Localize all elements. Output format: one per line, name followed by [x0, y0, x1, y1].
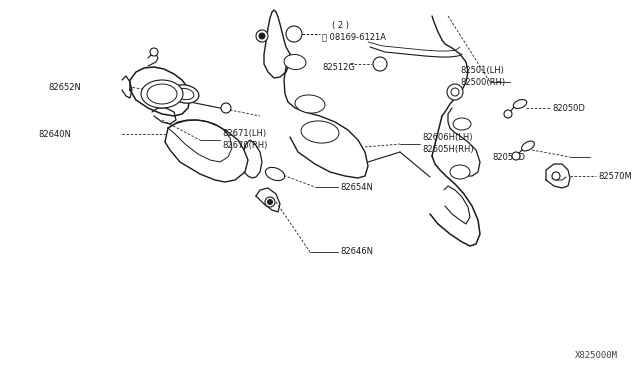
- Circle shape: [150, 48, 158, 56]
- Circle shape: [504, 110, 512, 118]
- Circle shape: [447, 84, 463, 100]
- Ellipse shape: [171, 85, 199, 103]
- Text: 82512G: 82512G: [322, 62, 355, 71]
- Ellipse shape: [176, 89, 194, 100]
- Circle shape: [451, 88, 459, 96]
- Text: 82053D: 82053D: [492, 153, 525, 161]
- Text: 82654N: 82654N: [340, 183, 373, 192]
- Circle shape: [259, 33, 265, 39]
- Circle shape: [221, 103, 231, 113]
- Ellipse shape: [513, 100, 527, 109]
- Circle shape: [256, 30, 268, 42]
- Text: 82606H(LH): 82606H(LH): [422, 132, 472, 141]
- Ellipse shape: [301, 121, 339, 143]
- Text: 82670(RH): 82670(RH): [222, 141, 268, 150]
- Text: Ⓑ 08169-6121A: Ⓑ 08169-6121A: [322, 32, 386, 42]
- Circle shape: [512, 152, 520, 160]
- Text: B: B: [291, 31, 296, 37]
- Text: 82605H(RH): 82605H(RH): [422, 144, 474, 154]
- Text: 82501(LH): 82501(LH): [460, 65, 504, 74]
- Text: X825000M: X825000M: [575, 351, 618, 360]
- Circle shape: [552, 172, 560, 180]
- Ellipse shape: [522, 141, 534, 151]
- Circle shape: [373, 57, 387, 71]
- Ellipse shape: [450, 165, 470, 179]
- Circle shape: [265, 197, 275, 207]
- Circle shape: [286, 26, 302, 42]
- Circle shape: [268, 199, 273, 205]
- Text: 82640N: 82640N: [38, 129, 71, 138]
- Text: 82652N: 82652N: [48, 83, 81, 92]
- Ellipse shape: [284, 54, 306, 70]
- Text: 82570M: 82570M: [598, 171, 632, 180]
- Text: 82500(RH): 82500(RH): [460, 77, 505, 87]
- Text: 82050D: 82050D: [552, 103, 585, 112]
- Ellipse shape: [147, 84, 177, 104]
- Text: 82646N: 82646N: [340, 247, 373, 257]
- Text: ( 2 ): ( 2 ): [332, 20, 349, 29]
- Ellipse shape: [295, 95, 325, 113]
- Ellipse shape: [266, 167, 285, 180]
- Text: 82671(LH): 82671(LH): [222, 128, 266, 138]
- Ellipse shape: [141, 80, 183, 108]
- Ellipse shape: [453, 118, 471, 130]
